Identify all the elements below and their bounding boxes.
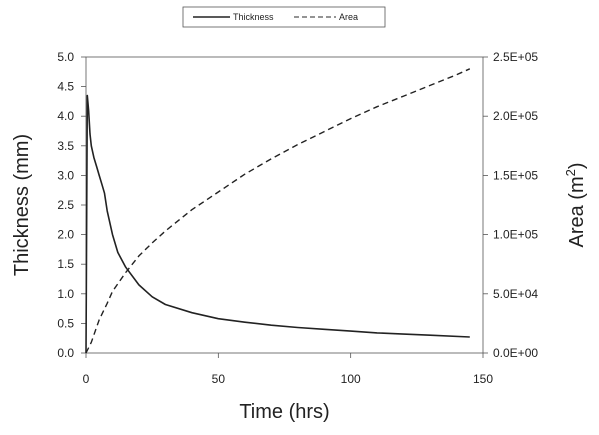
- series-layer: [85, 68, 471, 354]
- y-right-tick-label: 1.5E+05: [493, 168, 538, 182]
- y-left-tick-label: 1.0: [57, 287, 74, 301]
- legend-thickness-label: Thickness: [233, 12, 274, 22]
- y-left-tick-label: 2.5: [57, 198, 74, 212]
- y-right-axis-ticks: 0.0E+00 5.0E+04 1.0E+05 1.5E+05 2.0E+05 2.5E+…: [483, 50, 538, 360]
- x-axis-ticks: 0 50 100 150: [83, 353, 493, 386]
- y-left-tick-label: 1.5: [57, 257, 74, 271]
- y-right-tick-label: 2.0E+05: [493, 109, 538, 123]
- x-axis-title: Time (hrs): [239, 401, 329, 423]
- y-left-tick-label: 2.0: [57, 228, 74, 242]
- y-left-tick-label: 5.0: [57, 50, 74, 64]
- y-right-title-base: Area (m: [566, 176, 588, 247]
- y-right-title-tail: ): [566, 162, 588, 169]
- y-right-tick-label: 1.0E+05: [493, 228, 538, 242]
- series-line-area: [85, 68, 471, 354]
- y-left-tick-label: 0.0: [57, 346, 74, 360]
- y-right-title-sup: 2: [563, 169, 578, 176]
- x-tick-label: 150: [473, 372, 493, 386]
- legend: Thickness Area: [182, 6, 386, 28]
- y-left-axis-ticks: 0.0 0.5 1.0 1.5 2.0 2.5 3.0 3.5 4.0 4.5 5.0: [57, 50, 86, 360]
- legend-box: [182, 6, 386, 28]
- y-right-tick-label: 2.5E+05: [493, 50, 538, 64]
- y-left-axis-title: Thickness (mm): [11, 134, 33, 276]
- y-right-tick-label: 5.0E+04: [493, 287, 538, 301]
- x-tick-label: 100: [341, 372, 361, 386]
- series-line-thickness: [85, 94, 470, 354]
- y-right-tick-label: 0.0E+00: [493, 346, 538, 360]
- y-left-tick-label: 3.5: [57, 139, 74, 153]
- y-right-axis-title: Area (m2): [563, 162, 588, 247]
- plot-area: [85, 56, 484, 354]
- y-left-tick-label: 0.5: [57, 316, 74, 330]
- legend-area-label: Area: [339, 12, 358, 22]
- y-left-tick-label: 4.0: [57, 109, 74, 123]
- x-tick-label: 0: [83, 372, 90, 386]
- y-left-tick-label: 3.0: [57, 168, 74, 182]
- x-tick-label: 50: [212, 372, 226, 386]
- y-left-tick-label: 4.5: [57, 80, 74, 94]
